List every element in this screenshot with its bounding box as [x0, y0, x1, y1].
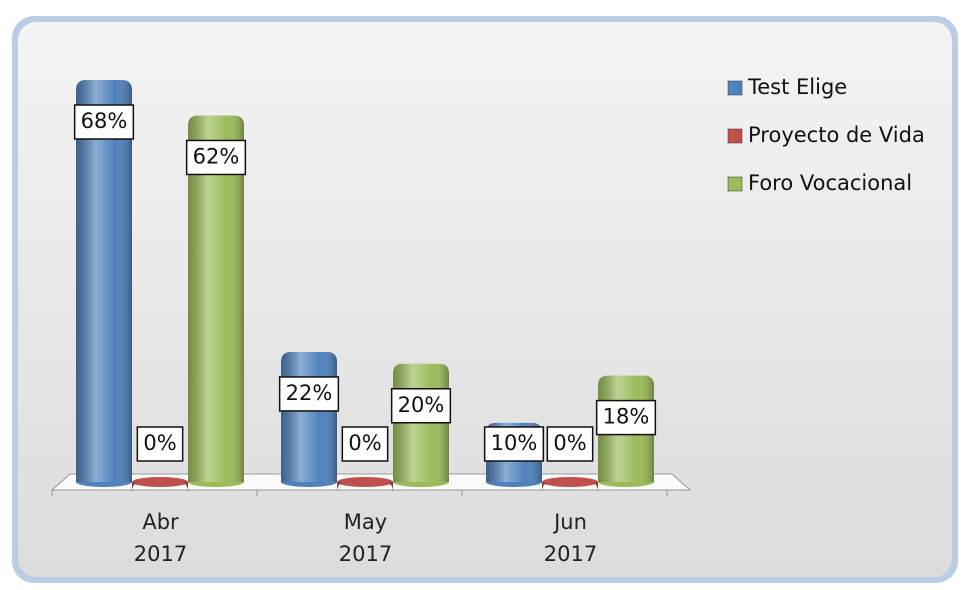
bar-base [542, 477, 598, 487]
data-label-box [546, 426, 594, 462]
data-label: 20% [398, 393, 445, 417]
x-tick-label: Jun 2017 [543, 510, 598, 566]
bar-base [132, 477, 188, 487]
legend-swatch [727, 176, 743, 192]
data-label-box [136, 426, 184, 462]
data-label: 10% [491, 431, 538, 455]
data-label: 0% [553, 431, 586, 455]
legend-swatch [727, 128, 743, 144]
data-label: 0% [348, 431, 381, 455]
x-tick-label: Abr 2017 [133, 510, 188, 566]
bar-shine [188, 115, 244, 483]
data-label: 0% [143, 431, 176, 455]
data-label-box [483, 426, 545, 462]
data-label-box [73, 104, 135, 140]
data-label: 68% [81, 109, 128, 133]
x-tick-label: May 2017 [338, 510, 393, 566]
data-label-box [185, 139, 247, 176]
frame [18, 22, 952, 577]
data-label-box [595, 399, 657, 436]
data-label: 18% [603, 405, 650, 429]
legend-label: Proyecto de Vida [748, 123, 925, 147]
data-label: 22% [286, 381, 333, 405]
data-label-box [341, 426, 389, 462]
bar-shine [281, 351, 337, 482]
legend-label: Foro Vocacional [748, 171, 912, 195]
data-label-box [390, 388, 452, 424]
data-label-box [278, 376, 340, 412]
legend-swatch [727, 80, 743, 96]
bar-base [337, 477, 393, 487]
bar-shine [76, 80, 132, 482]
data-label: 62% [193, 144, 240, 168]
legend-label: Test Elige [747, 75, 847, 99]
